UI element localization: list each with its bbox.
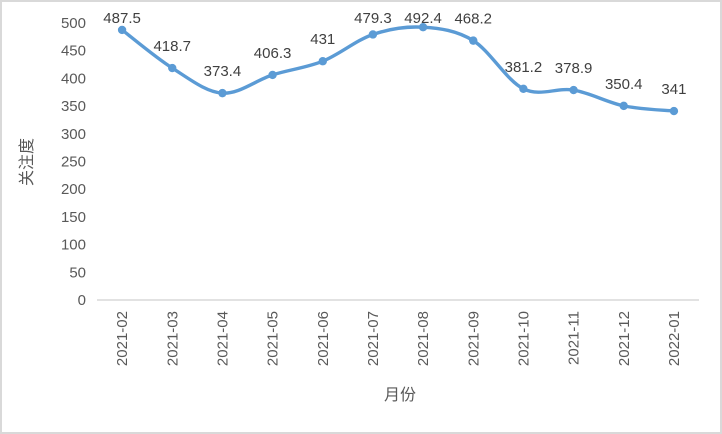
data-point-marker xyxy=(569,85,578,95)
data-point-marker xyxy=(168,63,177,73)
x-axis-tick-label: 2021-11 xyxy=(566,311,583,365)
x-axis-title: 月份 xyxy=(384,386,416,404)
data-point-marker xyxy=(117,25,127,35)
y-axis-tick-label: 400 xyxy=(61,70,86,87)
y-axis-tick-label: 250 xyxy=(61,154,86,171)
x-axis-tick-label: 2021-07 xyxy=(365,311,382,366)
x-axis-tick-label: 2021-05 xyxy=(265,311,282,366)
data-point-marker xyxy=(318,57,327,66)
x-axis-tick-label: 2021-06 xyxy=(315,311,332,366)
data-label: 479.3 xyxy=(354,10,392,27)
data-label: 487.5 xyxy=(103,10,141,27)
y-axis-title: 关注度 xyxy=(18,138,36,186)
y-axis-tick-label: 100 xyxy=(61,237,86,254)
data-label: 378.9 xyxy=(555,60,593,77)
data-label: 373.4 xyxy=(204,63,242,80)
data-label: 350.4 xyxy=(605,76,643,93)
data-label: 468.2 xyxy=(454,11,492,28)
x-axis-tick-label: 2021-04 xyxy=(214,311,231,366)
data-label: 341 xyxy=(661,81,686,98)
y-axis-tick-label: 500 xyxy=(61,15,86,32)
data-label: 381.2 xyxy=(505,59,543,76)
data-point-marker xyxy=(469,36,478,45)
y-axis-tick-label: 450 xyxy=(61,43,86,60)
data-point-marker xyxy=(669,106,679,116)
x-axis-tick-label: 2021-09 xyxy=(465,311,482,366)
y-axis-tick-label: 150 xyxy=(61,209,86,226)
data-point-marker xyxy=(619,101,628,111)
data-point-marker xyxy=(519,84,528,94)
y-axis-tick-label: 300 xyxy=(61,126,86,143)
data-point-marker xyxy=(368,30,378,39)
x-axis-tick-label: 2021-12 xyxy=(616,311,633,366)
data-point-marker xyxy=(218,88,227,98)
x-axis-tick-label: 2021-08 xyxy=(415,311,432,366)
data-point-marker xyxy=(268,70,277,80)
data-label: 492.4 xyxy=(404,10,442,27)
x-axis-tick-label: 2021-03 xyxy=(164,311,181,366)
y-axis-tick-label: 200 xyxy=(61,181,86,198)
x-axis-tick-label: 2021-10 xyxy=(515,311,532,366)
data-label: 418.7 xyxy=(153,38,191,55)
data-label: 431 xyxy=(310,31,335,48)
data-point-marker xyxy=(418,23,428,32)
y-axis-tick-label: 0 xyxy=(78,292,86,309)
x-axis-tick-label: 2022-01 xyxy=(666,311,683,366)
y-axis-tick-label: 50 xyxy=(69,264,86,281)
x-axis-tick-label: 2021-02 xyxy=(114,311,131,366)
y-axis-tick-label: 350 xyxy=(61,98,86,115)
data-label: 406.3 xyxy=(254,45,292,62)
